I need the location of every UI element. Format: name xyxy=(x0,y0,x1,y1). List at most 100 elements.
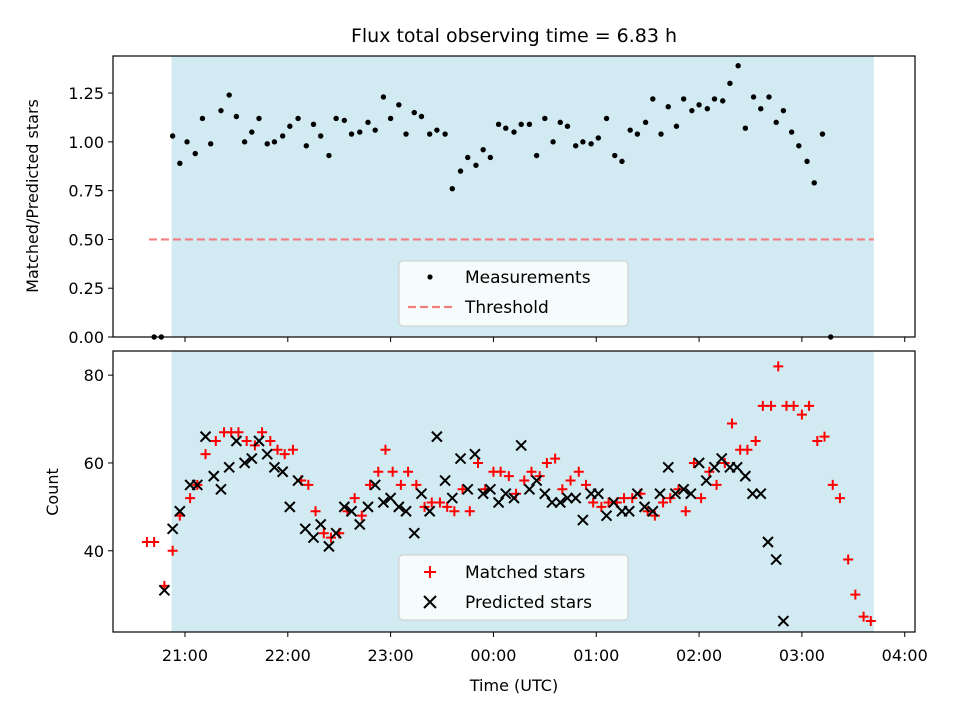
predicted-star-point xyxy=(677,483,690,496)
matched-star-point xyxy=(680,506,691,517)
bottom-panel: 40 60 80 21:00 22:00 23:00 00:00 01:00 02:00 03:… xyxy=(43,350,928,695)
measurement-point xyxy=(287,123,293,129)
x-tick-label: 01:00 xyxy=(573,646,619,665)
predicted-star-point xyxy=(354,518,366,531)
measurement-point xyxy=(572,143,579,149)
predicted-star-point xyxy=(446,492,459,504)
predicted-star-point xyxy=(261,448,273,460)
measurement-point xyxy=(627,127,633,133)
predicted-star-point xyxy=(469,448,481,460)
matched-star-point xyxy=(387,466,398,477)
predicted-star-point xyxy=(377,496,390,509)
matched-star-point xyxy=(827,479,838,490)
measurement-point xyxy=(696,102,702,108)
predicted-star-point xyxy=(230,435,243,447)
matched-star-point xyxy=(804,400,815,411)
predicted-star-point xyxy=(174,505,186,517)
matched-star-point xyxy=(834,493,845,504)
top-y-tick-label: 1.00 xyxy=(68,133,104,152)
matched-star-point xyxy=(541,457,552,468)
predicted-star-point xyxy=(408,527,420,539)
predicted-star-point xyxy=(484,483,497,496)
measurement-point xyxy=(650,96,656,102)
measurement-point xyxy=(396,102,402,108)
measurement-point xyxy=(465,154,471,161)
top-plot-frame xyxy=(112,55,916,338)
predicted-star-point xyxy=(515,439,527,452)
measurement-point xyxy=(619,158,625,165)
predicted-star-point xyxy=(777,615,790,627)
measurement-point xyxy=(218,107,224,114)
measurement-point xyxy=(788,129,795,135)
matched-star-point xyxy=(843,554,854,565)
measurement-point xyxy=(487,154,494,161)
bot-y-tick-label: 80 xyxy=(84,366,104,385)
legend-predicted-marker xyxy=(423,595,437,609)
matched-star-point xyxy=(503,471,514,482)
matched-star-point xyxy=(449,506,460,517)
predicted-star-point xyxy=(492,496,505,509)
measurement-point xyxy=(317,133,324,139)
measurement-point xyxy=(634,131,641,137)
matched-star-point xyxy=(185,493,196,504)
matched-star-point xyxy=(773,361,784,372)
top-y-tick-label: 0.00 xyxy=(68,328,104,347)
measurement-point xyxy=(665,104,671,110)
predicted-star-point xyxy=(600,509,613,522)
matched-star-point xyxy=(726,418,737,429)
matched-star-point xyxy=(742,444,753,455)
measurement-point xyxy=(169,133,176,139)
predicted-star-point xyxy=(238,457,251,469)
matched-star-point xyxy=(200,449,211,460)
measurement-point xyxy=(426,131,433,137)
predicted-star-point xyxy=(739,470,752,482)
predicted-star-point xyxy=(577,514,589,526)
measurement-point xyxy=(480,146,486,153)
measurement-point xyxy=(241,139,248,145)
matched-star-point xyxy=(788,400,799,411)
predicted-star-point xyxy=(223,461,235,474)
matched-star-point xyxy=(233,427,244,438)
measurement-point xyxy=(526,121,533,127)
predicted-star-point xyxy=(462,483,474,496)
predicted-star-point xyxy=(770,553,782,566)
predicted-star-point xyxy=(500,487,512,500)
predicted-star-point xyxy=(454,452,467,465)
matched-star-point xyxy=(265,436,276,447)
matched-star-point xyxy=(658,497,669,508)
top-y-tick-label: 1.25 xyxy=(68,84,104,103)
predicted-star-point xyxy=(307,531,320,544)
measurement-point xyxy=(372,127,378,133)
predicted-star-point xyxy=(746,487,759,500)
predicted-star-point xyxy=(638,501,651,513)
measurement-point xyxy=(564,123,571,129)
predicted-star-point xyxy=(608,496,620,509)
predicted-star-point xyxy=(477,487,489,500)
top-y-tick-label: 0.25 xyxy=(68,279,104,298)
matched-star-point xyxy=(356,510,367,521)
predicted-star-point xyxy=(314,518,327,531)
matched-star-point xyxy=(279,449,290,460)
measurement-point xyxy=(804,158,810,165)
predicted-star-point xyxy=(762,536,774,548)
measurement-point xyxy=(199,115,206,122)
measurement-point xyxy=(279,133,286,139)
predicted-star-point xyxy=(523,483,536,496)
predicted-star-point xyxy=(199,430,212,443)
matched-star-point xyxy=(403,466,414,477)
measurement-point xyxy=(704,105,711,112)
measurement-point xyxy=(365,119,371,126)
measurement-point xyxy=(595,135,602,141)
x-tick-label: 23:00 xyxy=(368,646,414,665)
matched-star-point xyxy=(865,616,876,627)
matched-star-point xyxy=(812,436,823,447)
top-y-tick-label: 0.50 xyxy=(68,230,104,249)
predicted-star-point xyxy=(330,527,342,539)
measurement-point xyxy=(326,152,332,159)
predicted-star-point xyxy=(755,487,767,500)
x-axis-label: Time (UTC) xyxy=(469,676,558,695)
matched-star-point xyxy=(796,409,807,420)
measurement-point xyxy=(796,143,802,149)
matched-star-point xyxy=(303,479,314,490)
